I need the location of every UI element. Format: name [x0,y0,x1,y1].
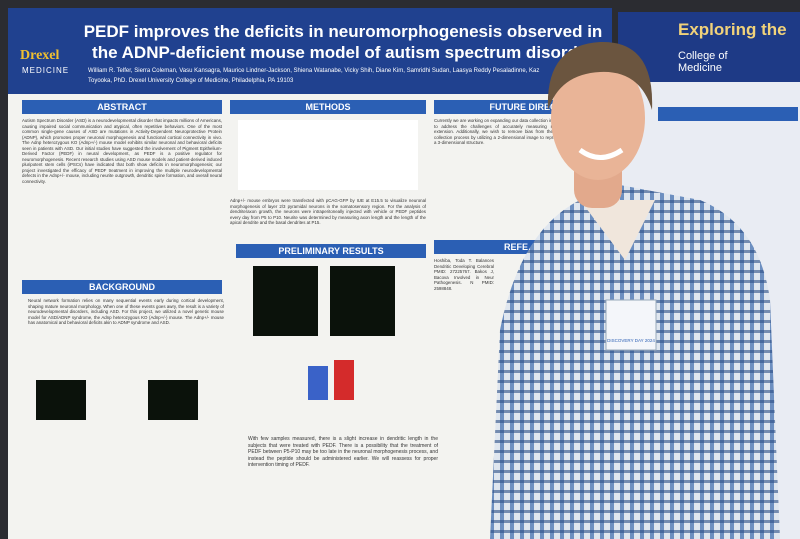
section-body: Autism Spectrum Disorder (ASD) is a neur… [22,118,222,184]
section-heading: METHODS [230,100,426,114]
affiliation: Toyooka, PhD. Drexel University College … [88,78,294,84]
section-heading: BACKGROUND [22,280,222,294]
chart-bar [308,366,328,400]
section-bar [658,107,798,121]
logo-text: College of Medicine [678,50,728,74]
section-body: Neural network formation relies on many … [28,298,224,325]
section-body: With few samples measured, there is a sl… [248,436,438,468]
collar [580,200,655,260]
face [551,56,645,180]
smile [578,147,624,160]
micrograph [253,266,318,336]
poster-title: Exploring the [678,20,787,39]
poster-header: Drexel MEDICINE PEDF improves the defici… [8,8,612,94]
micrograph [330,266,395,336]
title: the ADNP-deficient mouse model of autism… [92,43,594,62]
section-body: Currently we are working on expanding ou… [434,118,564,145]
authors: William R. Telfer, Sierra Coleman, Vasu … [88,68,540,74]
chart-bar [334,360,354,400]
micrograph [36,380,86,420]
micrograph [148,380,198,420]
section-body: Adnp+/- mouse embryos were transfected w… [230,198,426,225]
hair [547,41,653,110]
logo-subtitle: MEDICINE [22,66,70,75]
header [618,12,800,82]
diagram [238,120,418,190]
badge-text: DISCOVERY DAY 2024 [607,338,655,343]
title: PEDF improves the deficits in neuromorph… [83,22,603,41]
logo-name: Drexel [20,48,60,63]
section-heading: ABSTRACT [22,100,222,114]
section-body: Hoshiba, Toda T. Balances Dendritic Deve… [434,258,494,291]
section-heading: PRELIMINARY RESULTS [236,244,426,258]
badge [605,299,657,351]
shirt [490,185,780,539]
